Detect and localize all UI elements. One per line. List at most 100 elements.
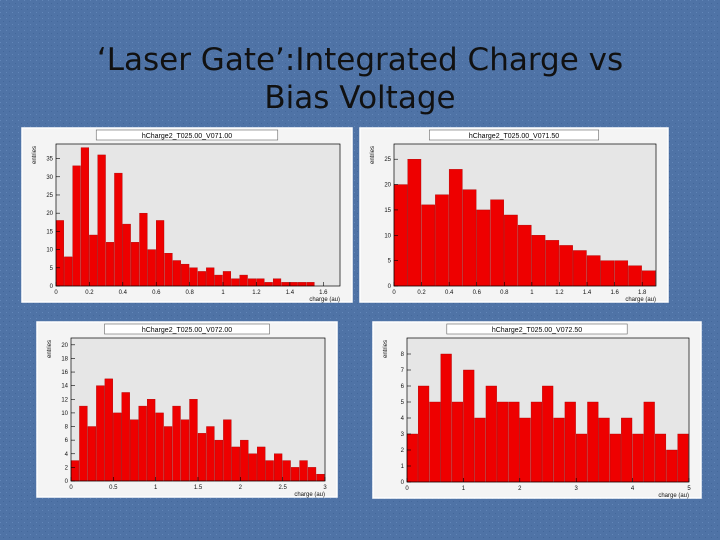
y-tick-label: 10: [61, 411, 68, 417]
bar: [180, 419, 190, 482]
bar: [197, 271, 206, 287]
y-tick-label: 5: [50, 266, 54, 272]
x-tick-label: 1.4: [286, 290, 295, 296]
y-tick-label: 8: [65, 425, 69, 431]
title-box: [428, 129, 599, 141]
bar: [485, 385, 497, 483]
bar: [257, 446, 266, 482]
bar: [600, 260, 615, 287]
bar: [628, 265, 642, 287]
bar: [55, 220, 64, 287]
y-tick-label: 14: [61, 384, 68, 390]
bar: [130, 419, 139, 482]
y-axis-label: entries: [47, 340, 53, 358]
bar: [490, 199, 504, 287]
bar: [214, 274, 223, 287]
bar: [240, 439, 249, 482]
x-tick-label: 0: [405, 486, 409, 492]
bar: [138, 405, 147, 482]
bar: [553, 417, 565, 483]
x-tick-label: 0.2: [417, 290, 426, 296]
bar: [587, 401, 599, 483]
bar: [299, 460, 308, 482]
bar: [105, 242, 115, 287]
bar: [463, 369, 475, 483]
bar: [586, 255, 601, 287]
bar: [96, 385, 105, 482]
plot-frame: [55, 143, 341, 287]
title-box: [104, 323, 270, 335]
bar: [666, 449, 678, 483]
bar: [147, 249, 156, 287]
bar: [476, 209, 491, 287]
bar: [406, 433, 418, 483]
y-tick-label: 7: [401, 368, 405, 374]
chart-panel: hCharge2_T025.00_V071.50 0 5 10 15 20 25 0 0.2 0.…: [359, 127, 669, 303]
x-tick-label: 1: [154, 485, 158, 491]
bar: [407, 159, 422, 287]
x-tick-label: 2.5: [278, 485, 287, 491]
x-tick-label: 2: [518, 486, 522, 492]
bar: [530, 401, 542, 483]
bar: [272, 278, 282, 287]
y-tick-label: 30: [46, 175, 53, 181]
bar: [265, 460, 274, 482]
y-tick-label: 25: [46, 193, 53, 199]
bar: [448, 169, 463, 287]
bar: [564, 401, 576, 483]
bar: [155, 412, 164, 482]
chart-title: hCharge2_T025.00_V071.50: [469, 133, 559, 140]
y-axis-label: entries: [370, 146, 376, 164]
bar: [609, 433, 621, 483]
x-axis-label: charge (au): [625, 297, 656, 303]
x-tick-label: 0: [392, 290, 396, 296]
y-tick-label: 0: [65, 479, 69, 485]
bar: [156, 220, 165, 287]
bar: [519, 417, 531, 483]
y-tick-label: 0: [50, 284, 54, 290]
bar: [654, 433, 667, 483]
bar: [172, 405, 181, 482]
y-tick-label: 20: [384, 183, 391, 189]
bar: [64, 256, 73, 287]
y-axis-label: entries: [32, 146, 38, 164]
x-tick-label: 1.8: [638, 290, 647, 296]
x-axis-label: charge (au): [309, 297, 340, 303]
x-tick-label: 1.4: [583, 290, 592, 296]
bar: [451, 401, 463, 483]
bar: [598, 417, 610, 483]
bar: [531, 235, 546, 287]
bar: [614, 260, 629, 287]
bar: [231, 278, 240, 287]
y-tick-label: 2: [401, 448, 405, 454]
bar: [281, 282, 290, 287]
y-tick-label: 25: [384, 157, 391, 163]
bar: [89, 234, 98, 287]
bar: [418, 385, 430, 483]
bar: [172, 260, 181, 287]
bar: [97, 154, 106, 287]
chart-panel: hCharge2_T025.00_V072.000246810121416182…: [36, 321, 338, 498]
y-tick-label: 18: [61, 356, 68, 362]
bar: [573, 250, 587, 287]
x-tick-label: 1.2: [555, 290, 564, 296]
bar: [474, 417, 486, 483]
bar: [289, 282, 298, 287]
bar: [239, 274, 248, 287]
title-box: [95, 129, 279, 141]
bar: [231, 446, 240, 482]
y-tick-label: 8: [401, 352, 405, 358]
y-tick-label: 0: [401, 480, 405, 486]
x-tick-label: 0.4: [445, 290, 454, 296]
bar: [316, 473, 325, 482]
x-tick-label: 0: [69, 485, 73, 491]
x-tick-label: 2: [239, 485, 243, 491]
bar: [247, 278, 257, 287]
y-tick-label: 15: [46, 229, 53, 235]
bar: [435, 194, 449, 287]
y-tick-label: 5: [388, 259, 392, 265]
bar: [517, 224, 532, 287]
bar: [497, 401, 509, 483]
